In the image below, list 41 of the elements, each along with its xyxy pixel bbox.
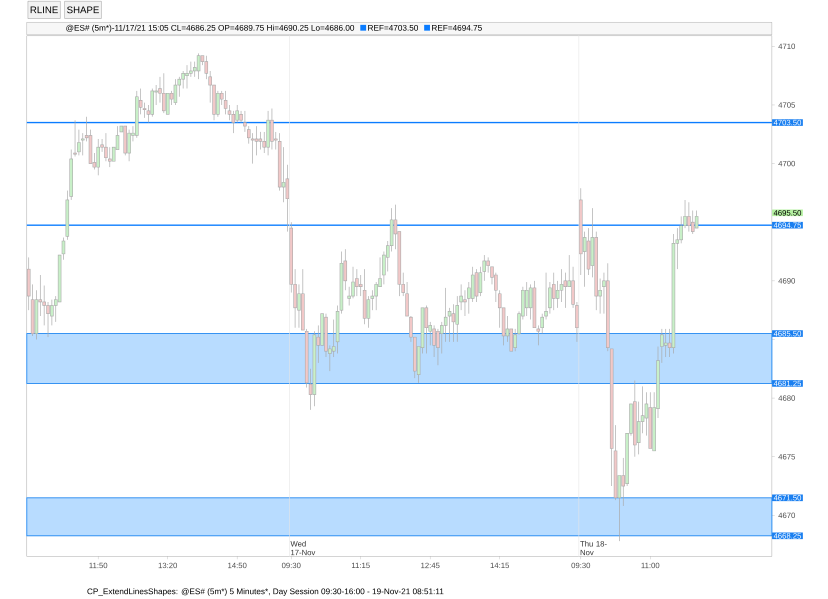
candlestick (455, 296, 460, 342)
candlestick (474, 268, 478, 302)
candlestick (235, 104, 239, 123)
candlestick (564, 272, 568, 308)
candlestick (250, 132, 254, 164)
candlestick (196, 53, 200, 80)
candlestick (470, 266, 474, 302)
candlestick (436, 328, 440, 366)
candlestick (150, 88, 154, 118)
candlestick (452, 304, 456, 342)
candlestick (204, 55, 208, 80)
candlestick (185, 64, 189, 89)
candlestick (104, 132, 108, 162)
candlestick (424, 305, 428, 354)
candlestick (694, 210, 698, 228)
candlestick (478, 266, 482, 296)
candlestick (552, 272, 556, 311)
candlestick (358, 274, 362, 296)
candlestick (374, 282, 378, 311)
candlestick (127, 129, 131, 162)
candlestick (174, 78, 178, 106)
text: CP_ExtendLinesShapes: @ES# (5m*) 5 Minutes*, Day Session 09:30-16:00 - 19-Nov-21 08:51:11 (87, 588, 444, 596)
candlestick (162, 72, 166, 114)
candlestick (687, 202, 691, 232)
candlestick (690, 210, 695, 234)
candlestick (96, 138, 100, 176)
candlestick (81, 132, 85, 156)
candlestick (664, 328, 668, 358)
candlestick (73, 120, 77, 157)
text: RLINE (30, 6, 58, 14)
legend-label: REF=4703.50 (368, 24, 418, 31)
candlestick (166, 92, 170, 115)
candlestick (444, 288, 448, 342)
candlestick (482, 254, 486, 282)
candlestick (258, 132, 262, 150)
candlestick (355, 268, 359, 296)
candlestick (524, 282, 528, 316)
chart-title: @ES# (5m*)-11/17/21 15:05 CL=4686.25 OP=4689.75 Hi=4690.25 Lo=4686.00 (66, 24, 354, 32)
text: SHAPE (67, 6, 99, 14)
legend-label: REF=4694.75 (432, 24, 482, 31)
candlestick (270, 108, 274, 150)
